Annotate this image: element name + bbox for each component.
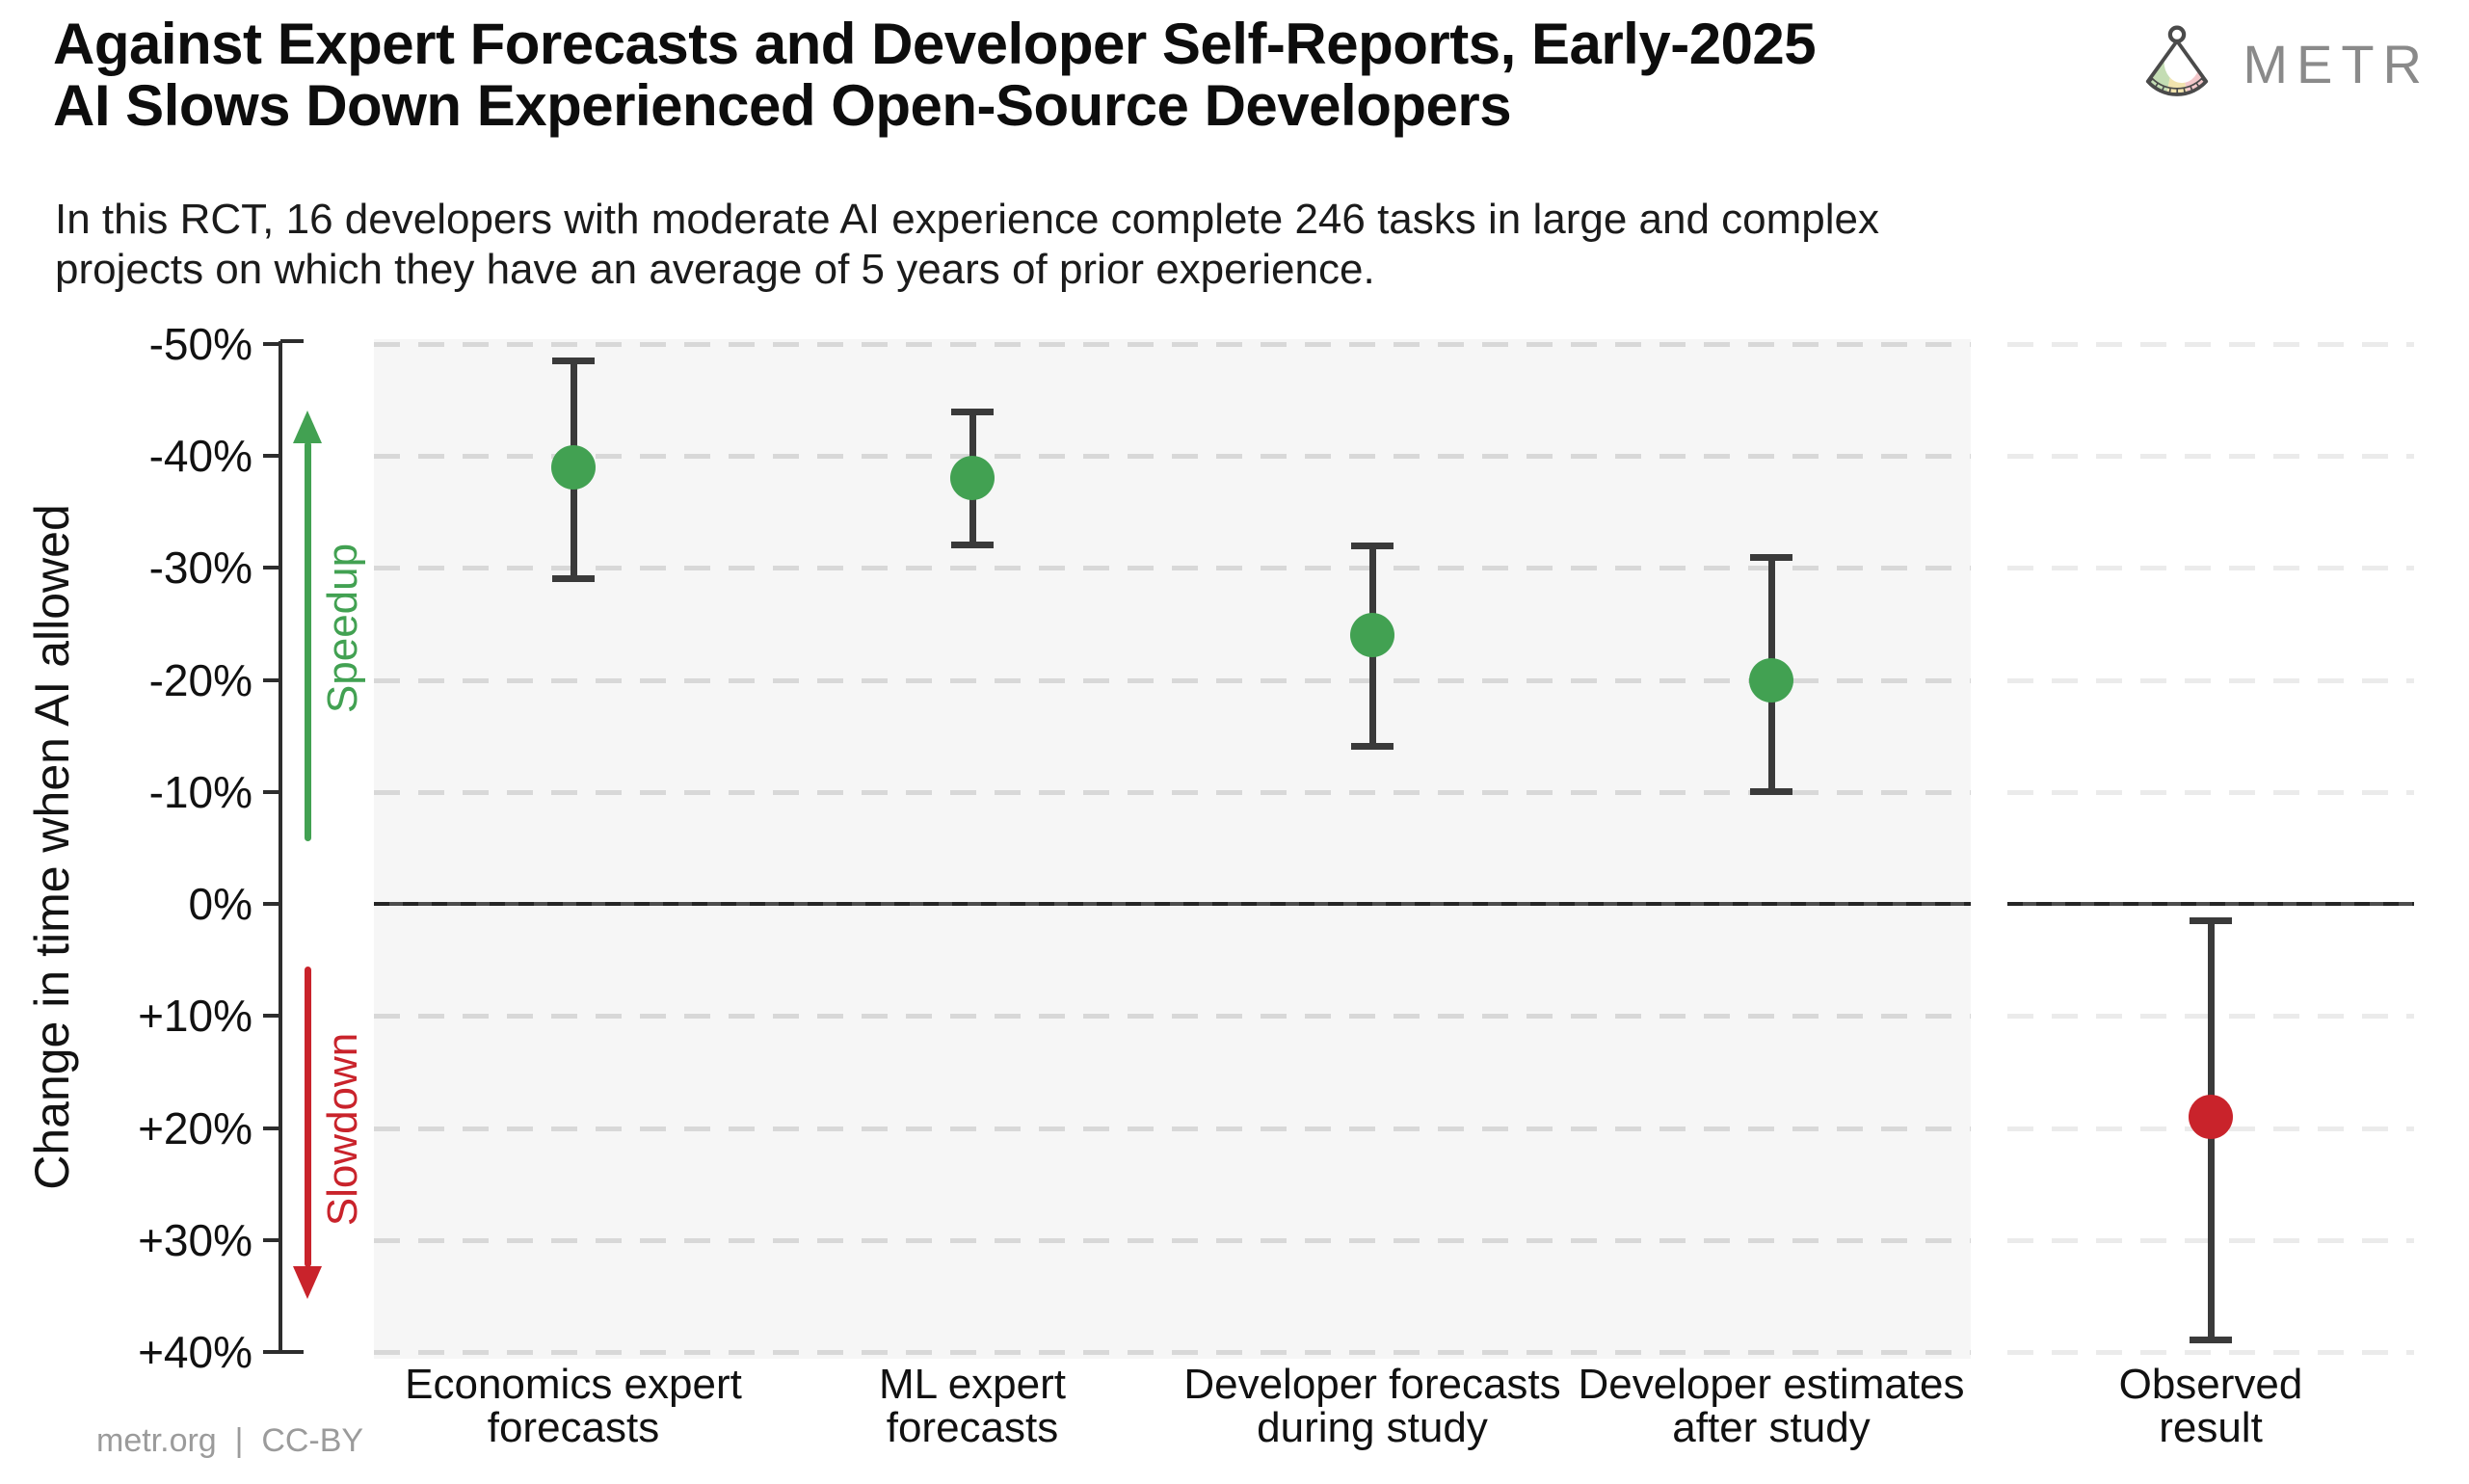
category-label-line: Observed — [2118, 1361, 2303, 1408]
subtitle-line-2: projects on which they have an average o… — [55, 246, 1375, 293]
data-point-dot — [1350, 613, 1394, 657]
category-label: Economics expert forecasts — [323, 1363, 824, 1449]
y-axis-line — [279, 341, 282, 1354]
error-bar-top-cap — [1351, 543, 1394, 549]
category-label-line: forecasts — [886, 1404, 1059, 1451]
gridline-main — [374, 1014, 1971, 1020]
gridline-main — [374, 341, 1971, 347]
category-label: ML expert forecasts — [722, 1363, 1223, 1449]
y-axis-tick — [263, 341, 280, 346]
page-title: Against Expert Forecasts and Developer S… — [53, 12, 1817, 138]
error-bar-top-cap — [552, 358, 595, 365]
y-axis-tick — [263, 566, 280, 570]
category-label-line: forecasts — [487, 1404, 660, 1451]
gridline-main — [374, 1350, 1971, 1355]
page-subtitle: In this RCT, 16 developers with moderate… — [55, 195, 1879, 295]
gridline-main — [374, 1126, 1971, 1131]
category-label-line: Developer estimates — [1578, 1361, 1965, 1408]
y-axis-tick — [263, 1126, 280, 1130]
zero-gridline-right — [2007, 902, 2414, 906]
error-bar-top-cap — [1750, 553, 1792, 561]
gridline-main — [374, 566, 1971, 571]
y-tick-label: +20% — [138, 1102, 252, 1153]
error-bar-bottom-cap — [1351, 743, 1394, 751]
gridline-main — [374, 789, 1971, 795]
data-point-dot — [2189, 1094, 2233, 1139]
y-tick-label: +10% — [138, 991, 252, 1042]
y-axis-tick — [263, 1014, 280, 1019]
up-arrow-icon — [293, 411, 322, 443]
y-tick-label: -50% — [148, 318, 252, 369]
gridline-right — [2007, 341, 2414, 347]
y-axis-bottom-cap — [280, 1350, 304, 1354]
y-axis-tick — [263, 902, 280, 906]
y-axis-tick — [263, 1350, 280, 1354]
error-bar-bottom-cap — [552, 574, 595, 582]
y-tick-label: -10% — [148, 766, 252, 817]
category-label-line: after study — [1672, 1404, 1871, 1451]
footer-credit: metr.org | CC-BY — [96, 1422, 364, 1459]
y-axis-tick — [263, 454, 280, 458]
y-tick-label: +40% — [138, 1327, 252, 1377]
category-label-line: ML expert — [878, 1361, 1066, 1408]
gridline-main — [374, 454, 1971, 459]
y-axis-tick — [263, 677, 280, 682]
gridline-right — [2007, 454, 2414, 459]
category-label-line: Developer forecasts — [1183, 1361, 1561, 1408]
error-bar-bottom-cap — [2190, 1337, 2232, 1344]
y-tick-label: 0% — [188, 879, 252, 929]
category-label-line: Economics expert — [405, 1361, 742, 1408]
category-label: Developer estimates after study — [1521, 1363, 2022, 1449]
data-point-dot — [1749, 657, 1793, 702]
gridline-right — [2007, 1350, 2414, 1355]
error-bar-bottom-cap — [951, 542, 994, 548]
y-tick-label: -30% — [148, 543, 252, 594]
metr-fan-logo-icon — [2146, 25, 2209, 96]
zero-gridline-main — [374, 902, 1971, 906]
gridline-main — [374, 677, 1971, 683]
plot-panel-main — [374, 339, 1971, 1359]
y-axis-top-cap — [280, 339, 304, 343]
category-label: Observed result — [1960, 1363, 2461, 1449]
data-point-dot — [551, 444, 596, 490]
speedup-arrow — [305, 441, 311, 841]
brand-wordmark: METR — [2243, 33, 2430, 94]
category-label: Developer forecasts during study — [1122, 1363, 1623, 1449]
y-tick-label: -40% — [148, 431, 252, 481]
down-arrow-icon — [293, 1266, 322, 1299]
category-label-line: result — [2159, 1404, 2263, 1451]
gridline-right — [2007, 677, 2414, 683]
gridline-main — [374, 1237, 1971, 1243]
error-bar-top-cap — [2190, 917, 2232, 925]
y-axis-tick — [263, 789, 280, 794]
y-tick-label: +30% — [138, 1214, 252, 1265]
y-axis-tick — [263, 1237, 280, 1242]
error-bar-bottom-cap — [1750, 787, 1792, 795]
brand: METR — [2137, 23, 2430, 104]
gridline-right — [2007, 566, 2414, 571]
speedup-label: Speedup — [319, 543, 366, 714]
gridline-right — [2007, 789, 2414, 795]
y-tick-label: -20% — [148, 654, 252, 705]
title-line-2: AI Slows Down Experienced Open-Source De… — [53, 73, 1512, 138]
slowdown-label: Slowdown — [319, 1032, 366, 1227]
error-bar-top-cap — [951, 408, 994, 415]
title-line-1: Against Expert Forecasts and Developer S… — [53, 12, 1817, 76]
slowdown-arrow — [305, 967, 311, 1267]
subtitle-line-1: In this RCT, 16 developers with moderate… — [55, 196, 1880, 243]
category-label-line: during study — [1257, 1404, 1488, 1451]
data-point-dot — [950, 456, 995, 501]
